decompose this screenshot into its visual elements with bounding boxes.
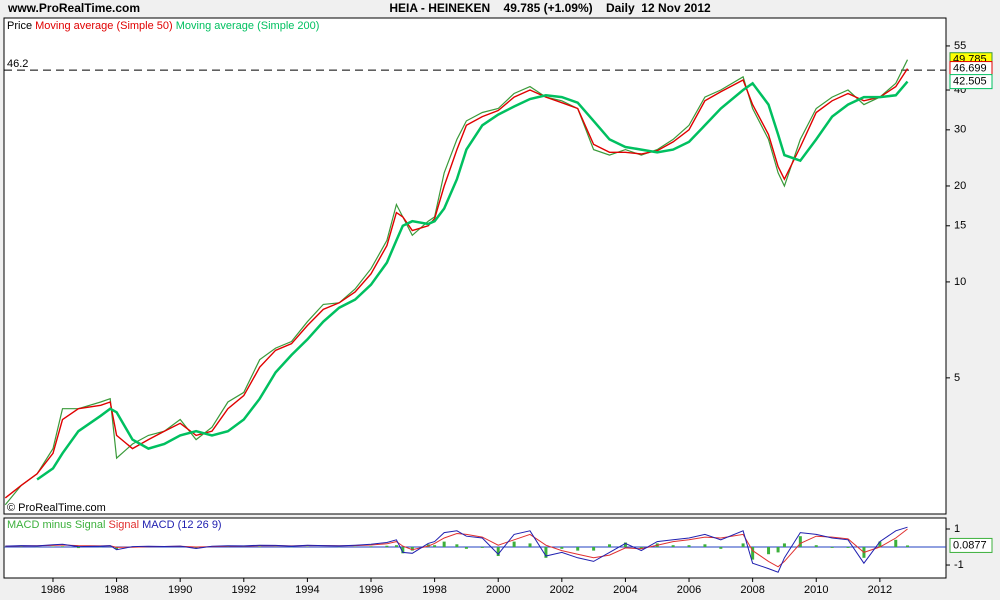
x-tick-label: 1986 xyxy=(41,584,65,596)
histogram-bar xyxy=(194,547,198,549)
histogram-bar xyxy=(623,542,627,548)
chart-title: HEIA - HEINEKEN 49.785 (+1.09%) Daily 12… xyxy=(389,1,711,15)
histogram-bar xyxy=(61,546,65,548)
x-tick-label: 1996 xyxy=(359,584,383,596)
histogram-bar xyxy=(51,546,55,548)
y-tick-label: 10 xyxy=(954,276,966,288)
legend-entry: Signal xyxy=(108,519,139,531)
value-box xyxy=(949,74,993,90)
x-tick-label: 2012 xyxy=(868,584,892,596)
x-tick-label: 2006 xyxy=(677,584,701,596)
histogram-bar xyxy=(906,545,910,548)
x-tick-label: 2004 xyxy=(613,584,637,596)
histogram-bar xyxy=(560,547,564,549)
histogram-bar xyxy=(878,541,882,548)
histogram-bar xyxy=(115,547,119,550)
y-tick-label: 1 xyxy=(954,523,960,535)
histogram-bar xyxy=(814,545,818,548)
histogram-bar xyxy=(782,543,786,548)
x-tick-label: 2010 xyxy=(804,584,828,596)
value-label: 0.0877 xyxy=(953,539,987,551)
series-line xyxy=(36,80,909,481)
histogram-bar xyxy=(719,547,723,549)
histogram-bar xyxy=(480,547,484,548)
x-tick-label: 2002 xyxy=(550,584,574,596)
histogram-bar xyxy=(442,541,446,548)
y-tick-label: 5 xyxy=(954,372,960,384)
legend-entry: MACD (12 26 9) xyxy=(142,519,221,531)
histogram-bar xyxy=(369,546,373,548)
histogram-bar xyxy=(592,547,596,551)
histogram-bar xyxy=(464,547,468,549)
x-tick-label: 2008 xyxy=(740,584,764,596)
x-tick-label: 1998 xyxy=(422,584,446,596)
histogram-bar xyxy=(608,544,612,548)
value-label: 42.505 xyxy=(953,76,987,88)
histogram-bar xyxy=(544,547,548,558)
legend-entry: Moving average (Simple 200) xyxy=(176,20,320,32)
histogram-bar xyxy=(401,547,405,554)
reference-label: 46.2 xyxy=(7,58,28,70)
histogram-bar xyxy=(798,536,802,548)
histogram-bar xyxy=(846,547,850,548)
y-tick-label: 15 xyxy=(954,220,966,232)
histogram-bar xyxy=(741,543,745,548)
histogram-bar xyxy=(455,544,459,548)
x-tick-label: 2000 xyxy=(486,584,510,596)
legend-entry: MACD minus Signal xyxy=(7,519,105,531)
histogram-bar xyxy=(258,546,262,548)
histogram-bar xyxy=(767,547,771,555)
histogram-bar xyxy=(687,545,691,548)
histogram-bar xyxy=(433,545,437,548)
histogram-bar xyxy=(830,547,834,548)
price-panel xyxy=(3,17,947,515)
y-tick-label: 30 xyxy=(954,124,966,136)
histogram-bar xyxy=(385,545,389,548)
histogram-bar xyxy=(671,545,675,548)
histogram-bar xyxy=(576,547,580,551)
x-tick-label: 1990 xyxy=(168,584,192,596)
x-tick-label: 1988 xyxy=(104,584,128,596)
legend: MACD minus Signal Signal MACD (12 26 9) xyxy=(7,519,222,531)
macd-panel xyxy=(3,517,947,579)
histogram-bar xyxy=(894,539,898,548)
y-tick-label: 55 xyxy=(954,40,966,52)
series-line xyxy=(4,59,909,506)
histogram-bar xyxy=(76,547,80,549)
histogram-bar xyxy=(703,544,707,548)
histogram-bar xyxy=(512,541,516,548)
histogram-bar xyxy=(528,543,532,548)
histogram-bar xyxy=(496,547,500,557)
x-tick-label: 1994 xyxy=(295,584,319,596)
y-tick-label: -1 xyxy=(954,559,964,571)
value-label: 46.699 xyxy=(953,62,987,74)
histogram-bar xyxy=(394,545,398,548)
y-tick-label: 20 xyxy=(954,180,966,192)
x-tick-label: 1992 xyxy=(232,584,256,596)
legend-entry: Moving average (Simple 50) xyxy=(35,20,173,32)
watermark: www.ProRealTime.com xyxy=(7,1,140,15)
histogram-bar xyxy=(410,547,414,551)
value-box xyxy=(949,537,993,553)
histogram-bar xyxy=(776,547,780,553)
copyright: © ProRealTime.com xyxy=(7,502,106,514)
series-line xyxy=(4,68,909,499)
histogram-bar xyxy=(751,547,755,560)
legend: Price Moving average (Simple 50) Moving … xyxy=(7,20,319,32)
legend-entry: Price xyxy=(7,20,32,32)
series-line xyxy=(5,526,908,573)
histogram-bar xyxy=(639,547,643,549)
